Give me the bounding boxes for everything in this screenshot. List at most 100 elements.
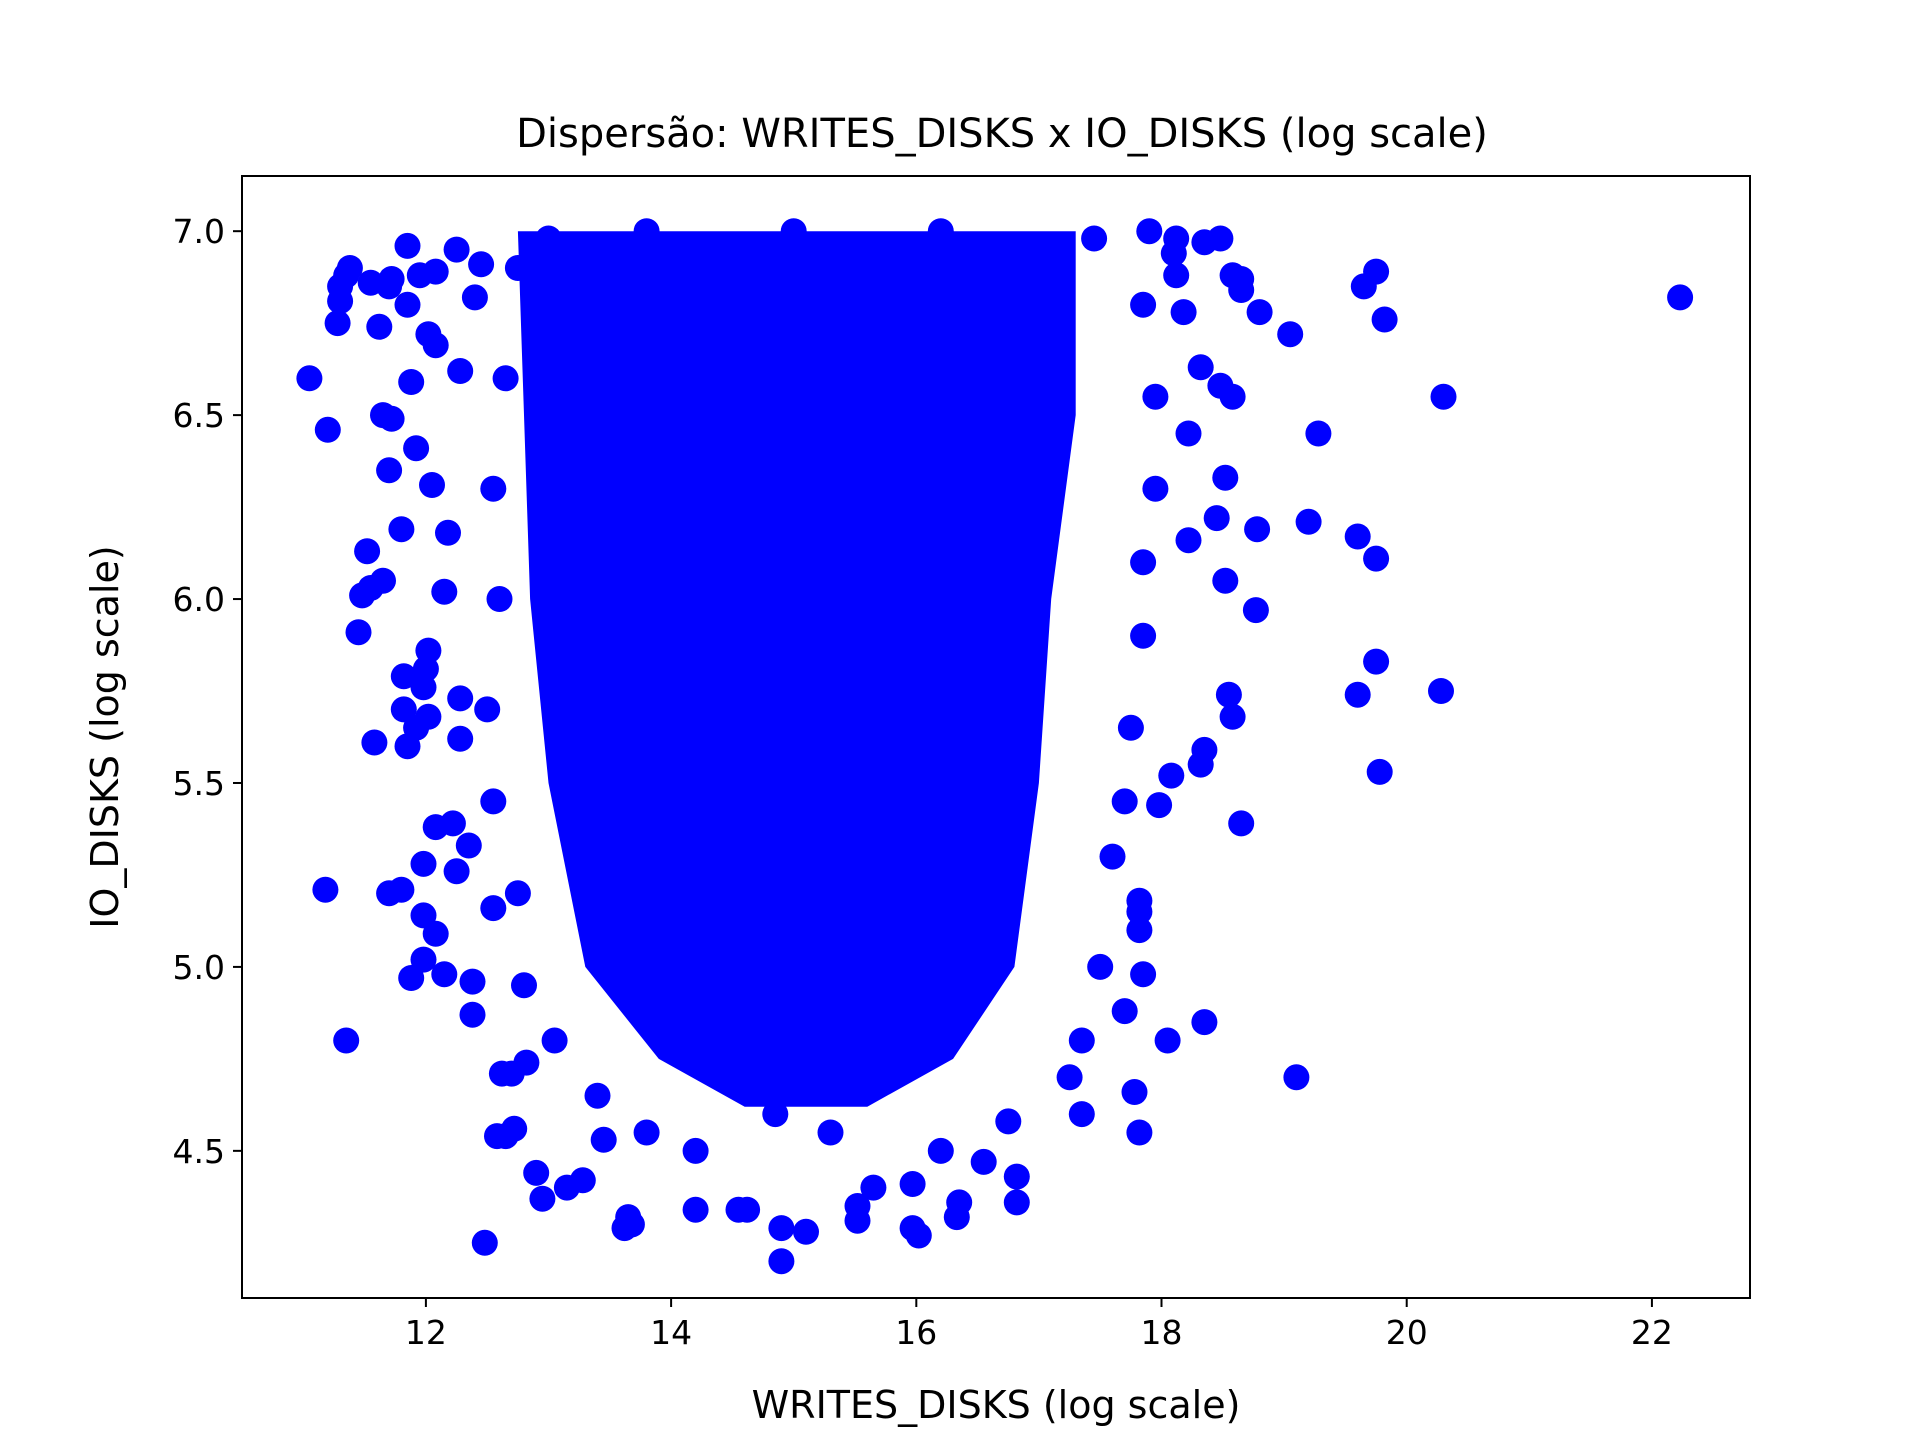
scatter-point bbox=[1068, 1027, 1095, 1054]
scatter-point bbox=[468, 251, 495, 278]
y-tick-label: 4.5 bbox=[173, 1132, 225, 1171]
scatter-point bbox=[443, 236, 470, 263]
scatter-point bbox=[1142, 383, 1169, 410]
x-tick-label: 14 bbox=[650, 1313, 692, 1352]
scatter-point bbox=[1126, 917, 1153, 944]
scatter-point bbox=[1344, 523, 1371, 550]
scatter-point bbox=[682, 1137, 709, 1164]
scatter-point bbox=[768, 1248, 795, 1275]
y-tick-label: 5.0 bbox=[173, 948, 225, 987]
x-axis-label: WRITES_DISKS (log scale) bbox=[752, 1383, 1241, 1427]
scatter-point bbox=[817, 1119, 844, 1146]
scatter-point bbox=[970, 1148, 997, 1175]
x-axis-ticks: 12 14 16 18 20 22 bbox=[405, 1298, 1673, 1352]
scatter-point bbox=[762, 1101, 789, 1128]
y-tick-label: 7.0 bbox=[173, 212, 225, 251]
scatter-point bbox=[1003, 1189, 1030, 1216]
scatter-point bbox=[1344, 681, 1371, 708]
scatter-point bbox=[523, 1159, 550, 1186]
scatter-point bbox=[1366, 758, 1393, 785]
plot-frame bbox=[241, 175, 1751, 1299]
scatter-point bbox=[435, 519, 461, 546]
scatter-point bbox=[410, 850, 437, 877]
scatter-point bbox=[1215, 681, 1242, 708]
scatter-point bbox=[504, 255, 531, 281]
scatter-point bbox=[314, 416, 341, 443]
scatter-point bbox=[394, 291, 421, 318]
scatter-point bbox=[324, 310, 351, 337]
scatter-point bbox=[486, 586, 513, 612]
scatter-point bbox=[388, 876, 415, 903]
scatter-point bbox=[415, 703, 442, 730]
scatter-point bbox=[403, 435, 430, 462]
scatter-point bbox=[682, 1196, 709, 1223]
scatter-point bbox=[461, 284, 488, 311]
scatter-point bbox=[471, 1229, 498, 1256]
scatter-point bbox=[1142, 475, 1169, 502]
scatter-point bbox=[447, 725, 474, 752]
scatter-point bbox=[455, 832, 482, 859]
scatter-point bbox=[1081, 225, 1108, 252]
scatter-point bbox=[995, 1108, 1022, 1135]
scatter-point bbox=[535, 225, 562, 252]
x-tick-label: 12 bbox=[405, 1313, 447, 1352]
scatter-point bbox=[492, 365, 519, 392]
scatter-point bbox=[633, 1119, 660, 1146]
dense-point-cloud bbox=[517, 231, 1076, 1107]
plot-area bbox=[241, 175, 1751, 1299]
scatter-point bbox=[943, 1204, 970, 1231]
scatter-point bbox=[1126, 898, 1153, 925]
scatter-point bbox=[439, 810, 466, 837]
scatter-point bbox=[1158, 762, 1185, 789]
scatter-point bbox=[480, 788, 507, 815]
scatter-point bbox=[1126, 1119, 1153, 1146]
scatter-point bbox=[296, 365, 323, 392]
scatter-point bbox=[1295, 508, 1322, 535]
scatter-point bbox=[480, 475, 507, 502]
scatter-point bbox=[1099, 843, 1126, 870]
scatter-point bbox=[378, 266, 405, 292]
scatter-point bbox=[1117, 714, 1144, 741]
scatter-point bbox=[422, 258, 449, 285]
scatter-point bbox=[431, 578, 458, 605]
chart-title: Dispersão: WRITES_DISKS x IO_DISKS (log … bbox=[516, 111, 1488, 157]
scatter-point bbox=[1087, 953, 1114, 980]
scatter-point bbox=[422, 920, 449, 947]
scatter-point bbox=[376, 457, 403, 484]
scatter-point bbox=[1121, 1079, 1148, 1105]
scatter-point bbox=[1212, 464, 1239, 491]
scatter-point bbox=[1305, 420, 1332, 447]
x-tick-label: 16 bbox=[895, 1313, 937, 1352]
scatter-point bbox=[1175, 420, 1202, 447]
scatter-point bbox=[1187, 751, 1214, 778]
scatter-point bbox=[1130, 291, 1157, 318]
scatter-point bbox=[1283, 1064, 1310, 1091]
scatter-point bbox=[361, 729, 388, 756]
scatter-point bbox=[504, 880, 531, 907]
scatter-point bbox=[459, 1001, 486, 1028]
scatter-point bbox=[1130, 549, 1157, 576]
scatter-point bbox=[899, 1215, 926, 1242]
scatter-point bbox=[1136, 218, 1163, 245]
scatter-point bbox=[1056, 1064, 1083, 1091]
scatter-point bbox=[1170, 299, 1197, 326]
scatter-point bbox=[590, 1126, 617, 1153]
scatter-point bbox=[410, 902, 437, 929]
scatter-point bbox=[447, 685, 474, 712]
scatter-point bbox=[1228, 810, 1255, 837]
scatter-point bbox=[1350, 273, 1377, 300]
scatter-point bbox=[415, 637, 442, 664]
scatter-point bbox=[927, 1137, 954, 1164]
scatter-point bbox=[793, 1218, 819, 1245]
scatter-point bbox=[1163, 262, 1190, 289]
scatter-point bbox=[1207, 372, 1234, 399]
scatter-point bbox=[1175, 527, 1202, 554]
scatter-point bbox=[388, 516, 415, 543]
scatter-point bbox=[529, 1185, 556, 1212]
scatter-point bbox=[1203, 505, 1230, 532]
scatter-point bbox=[345, 619, 372, 646]
scatter-point bbox=[1111, 998, 1138, 1025]
scatter-point bbox=[860, 1174, 887, 1201]
scatter-point bbox=[1191, 1009, 1218, 1036]
scatter-point bbox=[611, 1215, 638, 1242]
